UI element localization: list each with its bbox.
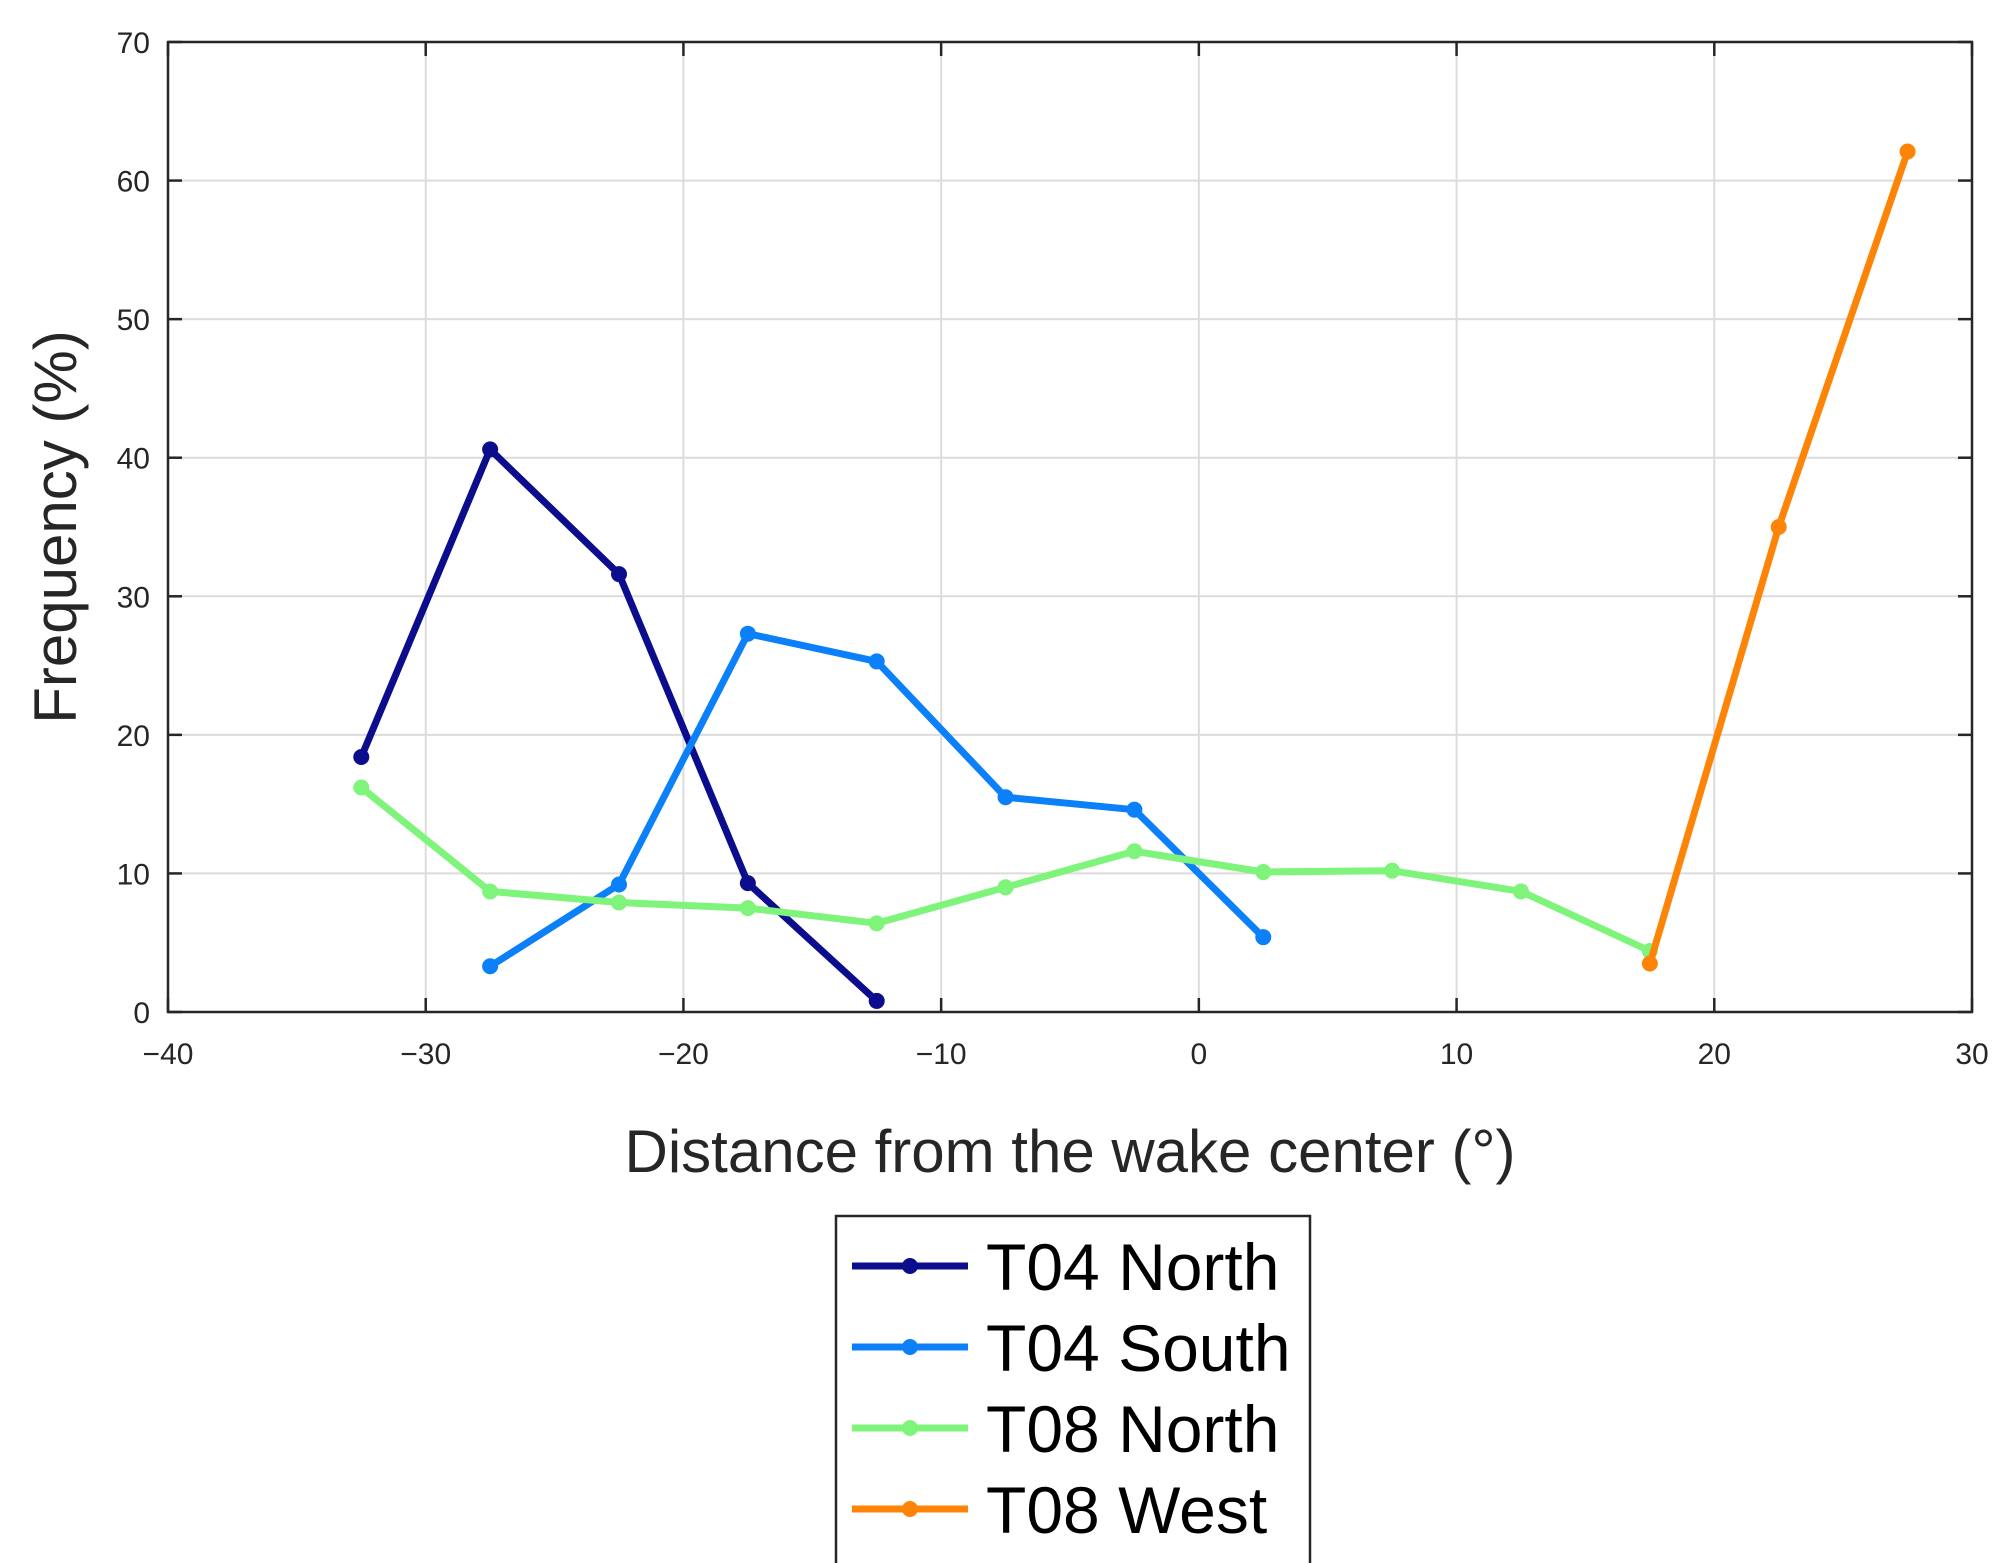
data-point-t08-north xyxy=(1126,843,1143,860)
series-layer xyxy=(353,143,1916,1009)
legend-swatch-marker xyxy=(902,1501,918,1517)
data-point-t04-north xyxy=(739,875,756,892)
data-point-t04-north xyxy=(611,566,627,583)
data-point-t08-north xyxy=(353,779,370,796)
x-tick-label: 0 xyxy=(1191,1038,1208,1071)
legend-item-t08-north: T08 North xyxy=(852,1392,1279,1466)
x-tick-label: −10 xyxy=(916,1038,967,1071)
data-point-t08-north xyxy=(997,879,1014,896)
x-tick-label: −40 xyxy=(143,1038,194,1071)
data-point-t04-south xyxy=(997,789,1014,806)
y-tick-label: 30 xyxy=(117,581,150,614)
legend-label: T08 West xyxy=(986,1473,1267,1547)
data-point-t08-west xyxy=(1641,955,1658,972)
data-point-t04-north xyxy=(353,749,370,766)
data-point-t04-south xyxy=(739,625,756,642)
data-point-t04-south xyxy=(868,653,885,670)
data-point-t04-south xyxy=(1255,929,1272,946)
data-point-t08-north xyxy=(1384,862,1401,879)
data-point-t08-north xyxy=(868,915,885,932)
plot-frame xyxy=(166,40,1974,1014)
y-tick-label: 70 xyxy=(117,27,150,60)
data-point-t08-north xyxy=(1513,883,1529,900)
legend-swatch-marker xyxy=(902,1258,918,1274)
data-point-t08-north xyxy=(611,894,627,911)
y-tick-label: 0 xyxy=(133,997,150,1030)
y-tick-label: 20 xyxy=(117,720,150,753)
x-tick-label: 10 xyxy=(1440,1038,1473,1071)
data-point-t08-west xyxy=(1770,519,1787,535)
x-tick-label: −30 xyxy=(400,1038,451,1071)
data-point-t08-north xyxy=(739,900,756,917)
series-t08-west xyxy=(1641,143,1916,972)
data-point-t04-south xyxy=(611,876,627,893)
x-tick-label: 30 xyxy=(1955,1038,1988,1071)
legend-swatch-marker xyxy=(902,1339,918,1355)
legend-label: T04 South xyxy=(986,1311,1291,1385)
data-point-t08-north xyxy=(482,883,499,900)
data-point-t08-north xyxy=(1255,864,1272,881)
data-point-t04-north xyxy=(482,441,499,458)
legend-label: T04 North xyxy=(986,1230,1279,1304)
y-tick-label: 60 xyxy=(117,166,150,199)
legend-label: T08 North xyxy=(986,1392,1279,1466)
x-axis-label: Distance from the wake center (°) xyxy=(625,1118,1516,1185)
x-tick-label: −20 xyxy=(658,1038,709,1071)
legend-item-t04-north: T04 North xyxy=(852,1230,1279,1304)
y-tick-label: 40 xyxy=(117,443,150,476)
y-tick-label: 50 xyxy=(117,304,150,337)
data-point-t08-west xyxy=(1899,143,1916,160)
tick-layer: −40 −30 −20 −10 0 10 20 30 0 10 20 30 40 50 60 70 xyxy=(117,27,1989,1071)
data-point-t04-south xyxy=(482,958,499,975)
data-point-t04-north xyxy=(868,992,885,1009)
series-t04-north xyxy=(353,441,885,1009)
x-tick-label: 20 xyxy=(1698,1038,1731,1071)
legend-item-t04-south: T04 South xyxy=(852,1311,1291,1385)
data-point-t04-south xyxy=(1126,801,1143,818)
legend-swatch-marker xyxy=(902,1420,918,1436)
legend-item-t08-west: T08 West xyxy=(852,1473,1267,1547)
series-t04-south xyxy=(482,625,1272,975)
y-tick-label: 10 xyxy=(117,858,150,891)
y-axis-label: Frequency (%) xyxy=(22,330,89,723)
